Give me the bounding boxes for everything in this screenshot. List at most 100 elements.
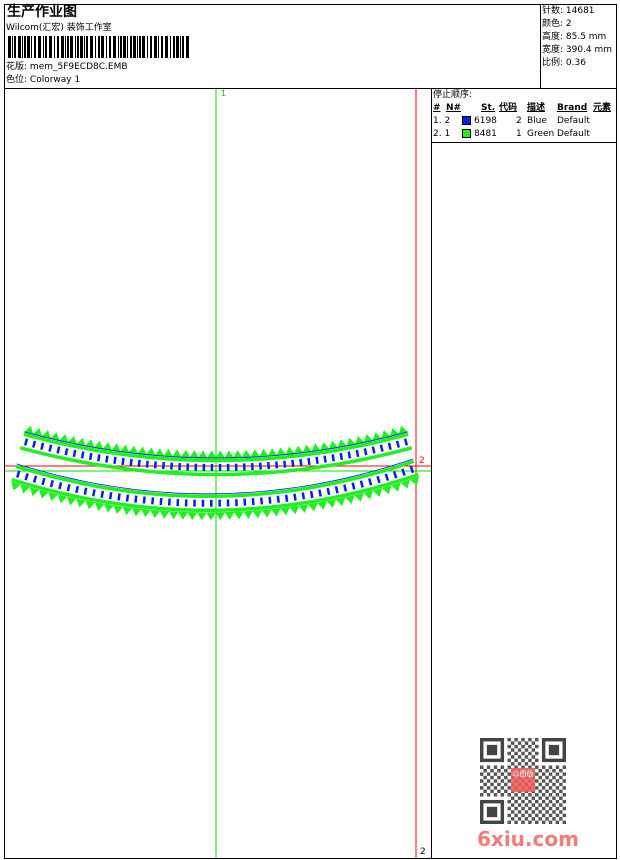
barcode-bar [61, 36, 64, 58]
satin-scallop [232, 450, 243, 459]
satin-scallop [400, 479, 410, 489]
stitch-count: 针数: 14681 [542, 6, 595, 16]
table-divider [431, 142, 617, 143]
satin-scallop [391, 482, 401, 492]
satin-scallop [11, 481, 21, 491]
satin-scallop [363, 490, 374, 500]
tatami-stitch [88, 452, 93, 461]
tatami-stitch [392, 471, 398, 479]
tatami-stitch [384, 473, 390, 481]
satin-scallop [289, 505, 300, 515]
satin-scallop [128, 445, 139, 455]
satin-scallop [233, 511, 244, 520]
barcode-bar [123, 36, 126, 58]
col-description: 描述 [527, 103, 546, 113]
barcode-bar [120, 36, 122, 58]
tatami-stitch [32, 475, 38, 483]
tatami-stitch [64, 448, 69, 456]
tatami-stitch [323, 455, 327, 463]
barcode-bar [86, 36, 88, 58]
tatami-stitch [24, 473, 29, 481]
tatami-stitch [376, 475, 381, 484]
satin-scallop [76, 498, 86, 508]
satin-scallop [145, 447, 156, 456]
header-divider [4, 88, 617, 89]
satin-scallop [280, 506, 291, 516]
tatami-stitch [58, 482, 63, 490]
color-count: 颜色: 2 [542, 19, 572, 29]
tatami-stitch [307, 457, 311, 466]
satin-scallop [224, 511, 235, 520]
tatami-stitch [284, 494, 289, 502]
satin-scallop [224, 450, 235, 459]
barcode-bar [80, 36, 83, 58]
tatami-stitch [142, 496, 146, 504]
tatami-stitch [153, 461, 157, 469]
tatami-stitch [301, 492, 306, 500]
tatami-stitch [291, 459, 295, 467]
col-needle: N# [446, 103, 462, 113]
satin-scallop [110, 443, 121, 453]
satin-scallop [57, 494, 68, 504]
barcode-bar [127, 36, 128, 58]
tatami-stitch [108, 492, 113, 500]
barcode-bar [34, 36, 36, 58]
tatami-stitch [145, 460, 149, 468]
tatami-stitch [48, 444, 53, 452]
design-file-row: 花版: mem_5F9ECD8C.EMB [6, 62, 128, 73]
tatami-stitch [100, 490, 105, 498]
satin-scallop [215, 450, 226, 459]
satin-scallop [243, 510, 254, 519]
tatami-stitch [267, 461, 271, 470]
satin-scallop [261, 509, 272, 518]
barcode-bar [161, 36, 163, 58]
barcode-bar [147, 36, 148, 58]
satin-scallop [20, 484, 31, 494]
tatami-stitch [105, 455, 109, 463]
satin-scallop [344, 495, 355, 504]
satin-scallop [197, 450, 208, 459]
tatami-stitch [134, 495, 138, 503]
satin-scallop [270, 508, 281, 517]
barcode-bar [118, 36, 119, 58]
tatami-stitch [251, 498, 255, 506]
satin-scallop [307, 502, 318, 512]
border-outline [23, 432, 409, 463]
satin-scallop [381, 485, 392, 495]
satin-scallop [131, 507, 142, 517]
seal-stamp: 以图版 [511, 768, 535, 792]
barcode-bar [137, 36, 138, 58]
satin-scallop [154, 448, 165, 457]
satin-scallop [113, 505, 124, 514]
satin-scallop [119, 444, 130, 454]
satin-scallop [29, 487, 40, 497]
tatami-stitch [268, 496, 272, 504]
row-description: Blue [527, 116, 547, 126]
barcode-bar [142, 36, 145, 58]
tatami-stitch [75, 485, 80, 494]
barcode-bar [182, 36, 184, 58]
tatami-stitch [92, 489, 96, 497]
satin-scallop [258, 448, 269, 458]
tatami-stitch [315, 456, 319, 464]
satin-scallop [293, 445, 304, 455]
satin-scallop [311, 443, 322, 453]
tatami-stitch [129, 458, 133, 467]
company-name: Wilcom(汇宏) 装饰工作室 [6, 23, 112, 33]
satin-scallop [137, 446, 147, 456]
tatami-stitch [23, 438, 29, 446]
satin-scallop [298, 504, 309, 513]
upper-arc [19, 425, 413, 477]
satin-scallop [241, 449, 252, 459]
tatami-stitch [151, 497, 155, 505]
tatami-stitch [363, 448, 368, 456]
panel-divider [431, 88, 432, 858]
barcode-bar [90, 36, 93, 58]
tatami-stitch [83, 487, 88, 495]
satin-scallop [409, 476, 420, 486]
tatami-stitch [117, 493, 121, 501]
col-brand: Brand [557, 103, 588, 113]
marker-top: 1 [221, 89, 227, 98]
barcode-bar [8, 36, 11, 58]
tatami-stitch [113, 456, 117, 464]
